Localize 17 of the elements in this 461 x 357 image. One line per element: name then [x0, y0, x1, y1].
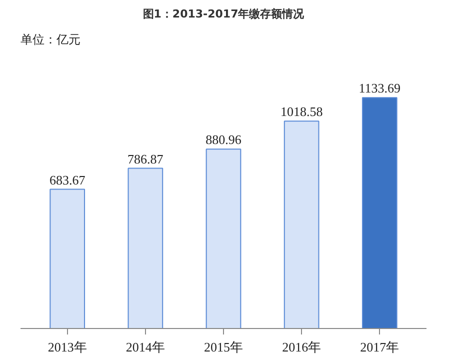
bar [284, 120, 320, 328]
x-tick-label: 2017年 [360, 340, 400, 354]
bar [206, 148, 242, 328]
bar [362, 97, 398, 328]
chart-title: 图1：2013-2017年缴存额情况 [142, 8, 306, 20]
x-tick-label: 2015年 [204, 340, 243, 354]
data-label: 1018.58 [280, 104, 323, 120]
data-label: 683.67 [49, 172, 86, 188]
text: 单位：亿元 [20, 32, 80, 46]
data-label: 1133.69 [358, 80, 401, 96]
data-label: 786.87 [128, 151, 164, 166]
bar [50, 188, 86, 328]
data-label: 880.96 [206, 132, 242, 148]
bar [128, 168, 164, 328]
x-tick-label: 2016年 [282, 340, 322, 354]
x-tick-label: 2014年 [126, 340, 165, 354]
x-tick-label: 2013年 [48, 340, 87, 354]
